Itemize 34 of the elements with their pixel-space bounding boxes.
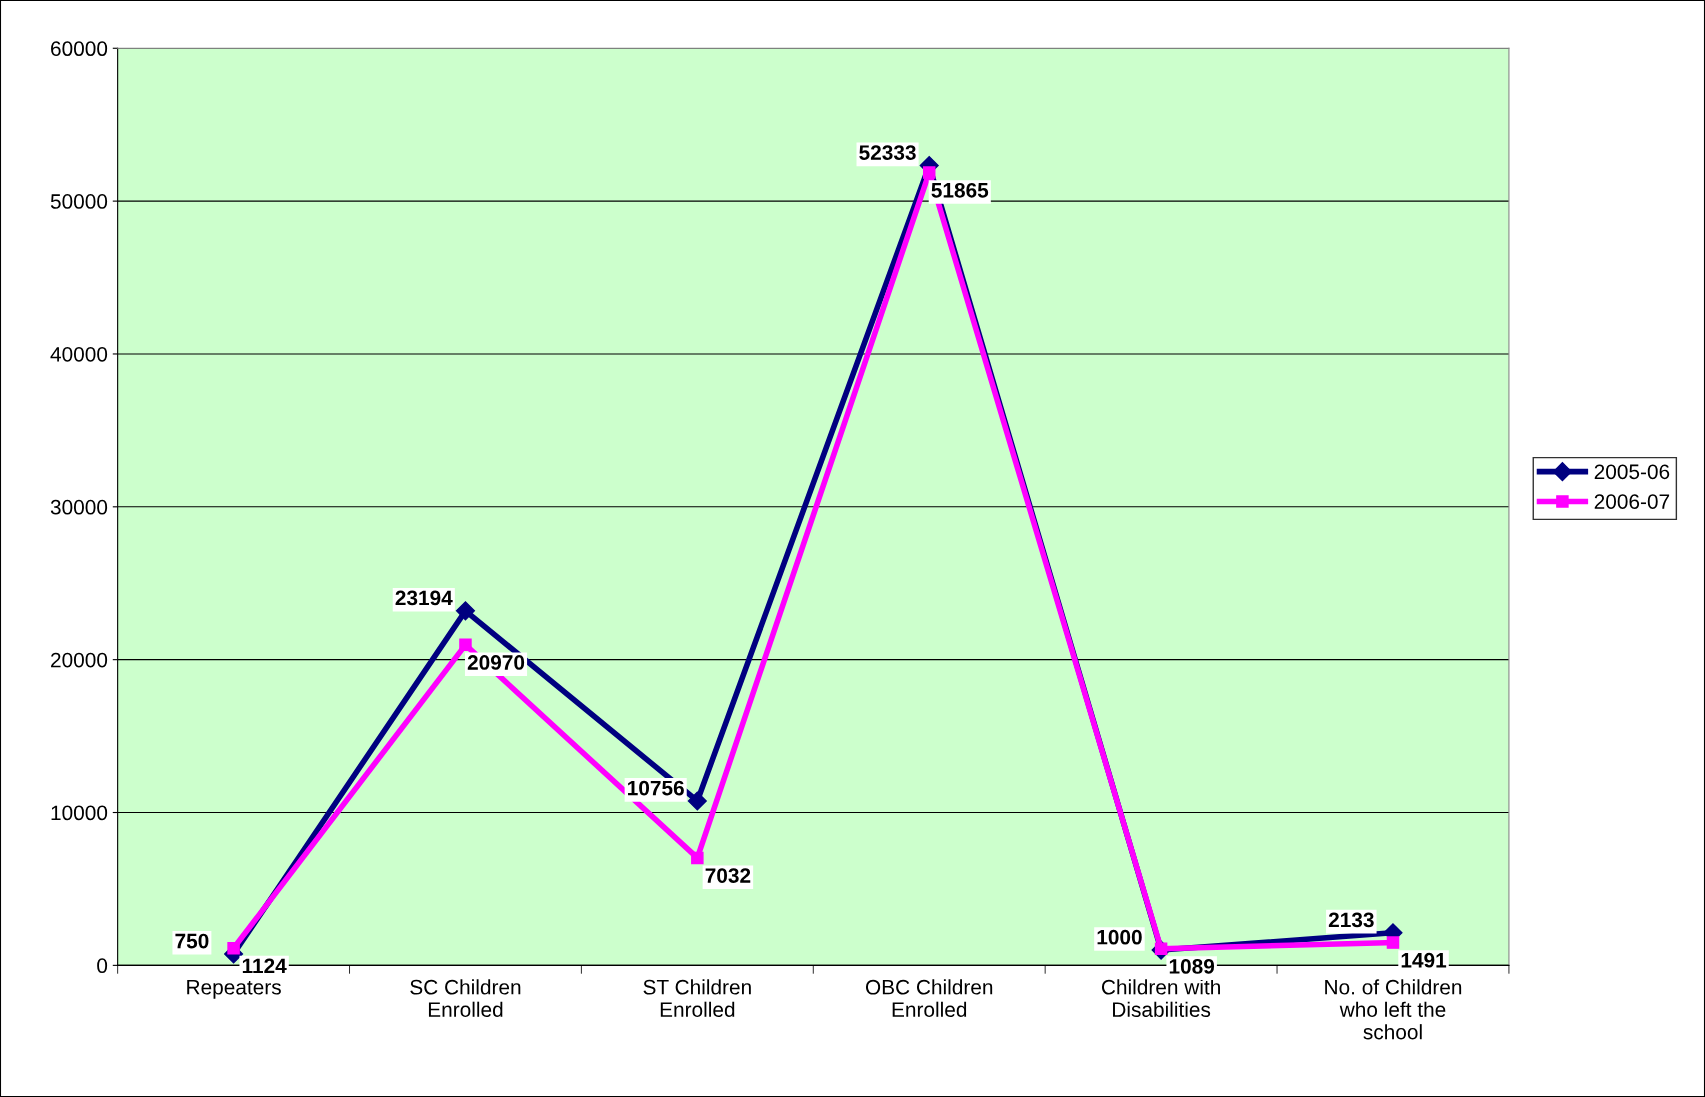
- data-label: 1124: [242, 958, 287, 974]
- y-tick-label: 10000: [51, 805, 108, 821]
- x-tick-label: Repeaters: [187, 980, 281, 999]
- x-tick-label: Children with Disabilities: [1101, 979, 1220, 1017]
- point: [459, 638, 472, 652]
- data-label: 20970: [467, 655, 525, 670]
- data-label: 51865: [931, 182, 989, 198]
- data-label: 1089: [1169, 959, 1215, 974]
- point: [1386, 936, 1400, 949]
- x-tick-label: No. of Children who left the school: [1325, 979, 1462, 1040]
- data-label: 1000: [1097, 929, 1142, 945]
- y-tick-label: 30000: [50, 499, 108, 515]
- y-tick-label: 50000: [50, 194, 108, 209]
- point: [691, 851, 704, 865]
- point: [687, 791, 707, 811]
- data-label: 2133: [1328, 912, 1374, 928]
- x-tick-label: SC Children Enrolled: [410, 979, 521, 1017]
- point: [227, 941, 240, 955]
- y-tick-label: 20000: [51, 652, 108, 668]
- legend-label: 2006-07: [1594, 494, 1670, 509]
- y-tick-label: 0: [97, 958, 108, 974]
- x-tick-label: ST Children Enrolled: [643, 979, 751, 1017]
- point: [922, 166, 936, 179]
- data-label: 52333: [859, 145, 916, 160]
- data-label: 750: [175, 933, 209, 949]
- data-label: 7032: [705, 868, 751, 883]
- point: [455, 601, 475, 621]
- legend-label: 2005-06: [1594, 464, 1670, 480]
- data-label: 1491: [1401, 952, 1447, 968]
- data-label: 23194: [395, 590, 453, 606]
- x-tick-label: OBC Children Enrolled: [865, 979, 993, 1017]
- data-label: 10756: [628, 780, 684, 796]
- y-tick-label: 40000: [50, 346, 108, 362]
- y-tick-label: 60000: [51, 41, 108, 57]
